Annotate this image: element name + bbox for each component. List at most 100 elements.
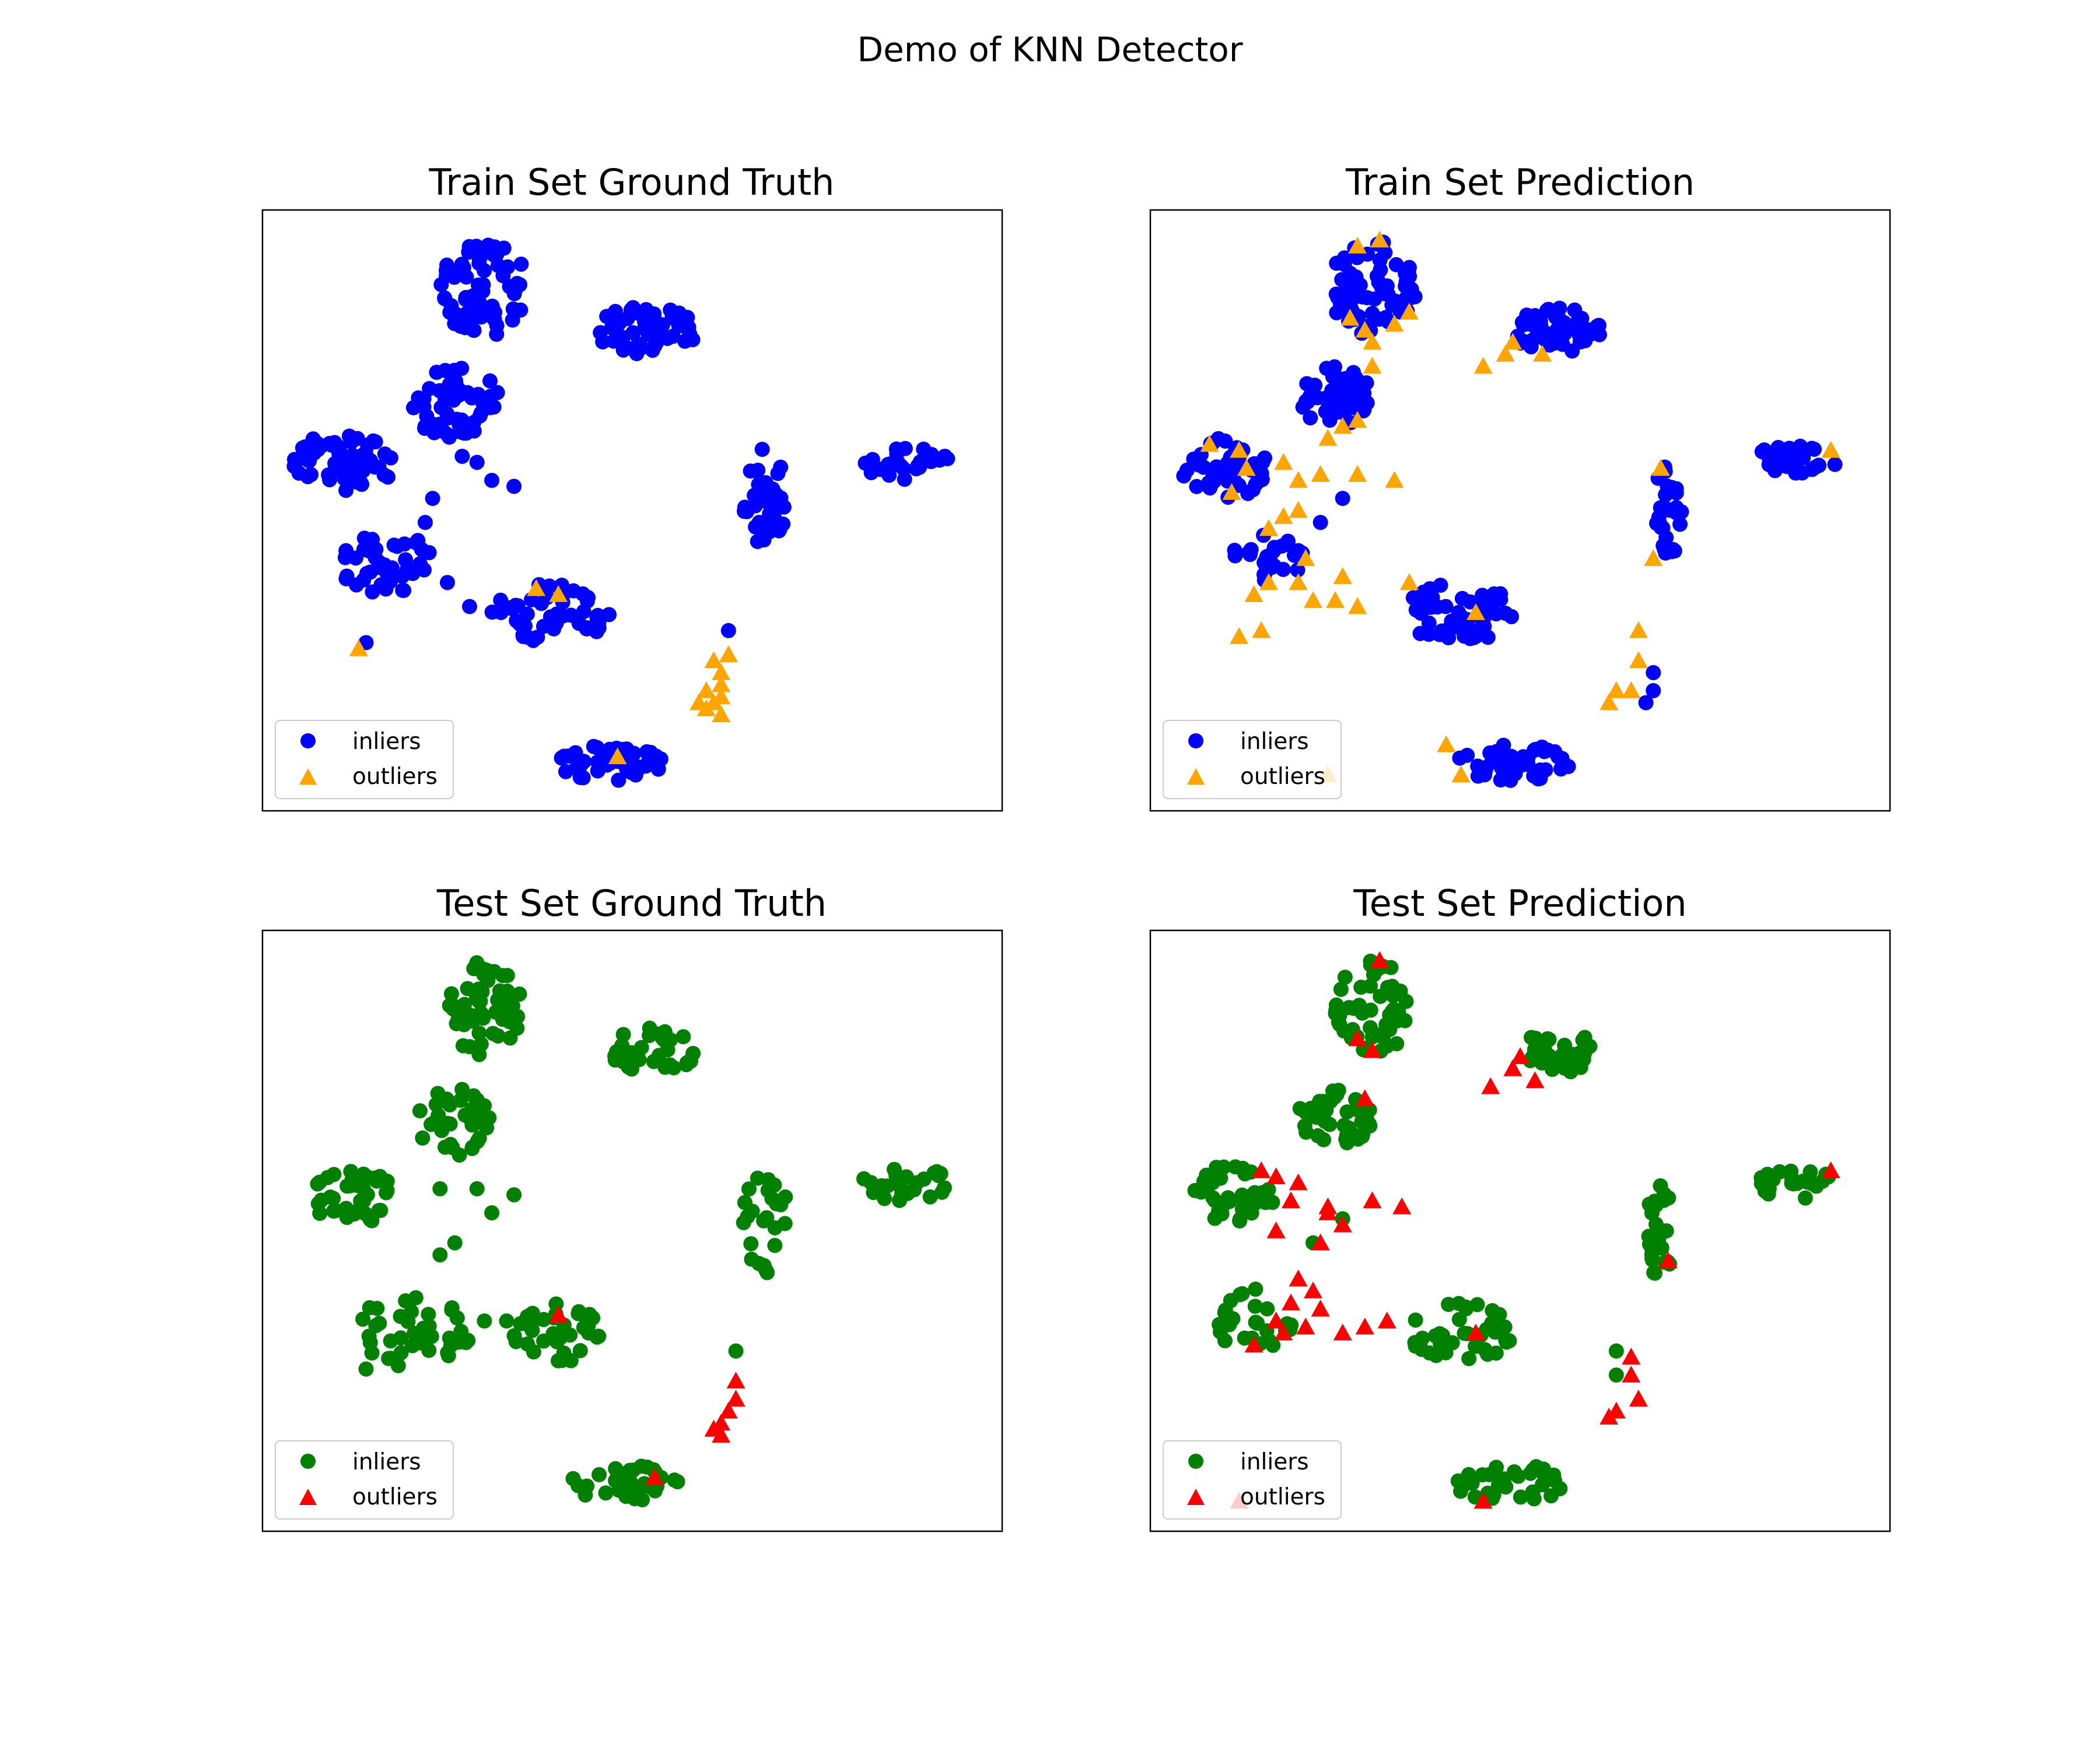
inlier-point xyxy=(379,1185,394,1200)
inlier-point xyxy=(453,1324,469,1339)
inlier-point xyxy=(466,961,482,977)
outlier-point xyxy=(1259,519,1278,536)
inlier-point xyxy=(565,1471,581,1486)
inlier-point xyxy=(1359,290,1375,306)
inlier-point xyxy=(341,428,357,444)
inlier-point xyxy=(536,1333,552,1349)
inlier-point xyxy=(1371,312,1387,327)
inlier-point xyxy=(344,1204,360,1220)
inlier-point xyxy=(1303,410,1318,426)
outlier-point xyxy=(1363,356,1382,374)
inlier-point xyxy=(458,290,474,306)
inlier-point xyxy=(1231,478,1247,494)
inlier-point xyxy=(369,1300,385,1316)
inlier-point xyxy=(452,263,468,279)
inlier-point xyxy=(592,1467,607,1483)
inlier-point xyxy=(608,1461,624,1476)
subplot-train-ground-truth: Train Set Ground Truth inliers outliers xyxy=(261,161,1003,812)
inlier-point xyxy=(416,399,432,415)
inlier-point xyxy=(390,1358,406,1374)
legend: inliers outliers xyxy=(1163,720,1342,799)
legend-label-inliers: inliers xyxy=(352,1449,421,1475)
inlier-point xyxy=(1298,1104,1314,1120)
inlier-point xyxy=(1674,504,1689,520)
inlier-point xyxy=(625,325,641,341)
inlier-point xyxy=(496,998,512,1013)
inlier-point xyxy=(1488,1460,1504,1475)
inlier-point xyxy=(1286,547,1302,563)
inlier-point xyxy=(1646,1233,1662,1249)
inlier-point xyxy=(460,385,475,401)
inlier-point xyxy=(1469,1297,1485,1312)
outlier-point xyxy=(1466,603,1485,620)
outlier-point xyxy=(1651,459,1670,476)
inlier-point xyxy=(1334,404,1350,420)
inlier-point xyxy=(1432,1326,1448,1342)
inlier-point xyxy=(670,1474,685,1490)
figure-title: Demo of KNN Detector xyxy=(857,30,1242,69)
inlier-point xyxy=(480,972,496,988)
inlier-point xyxy=(1532,1462,1548,1478)
inlier-point xyxy=(580,1325,596,1341)
outlier-point xyxy=(349,639,368,656)
inlier-point xyxy=(599,309,615,324)
inlier-point xyxy=(397,536,412,552)
outlier-point xyxy=(1311,1233,1330,1251)
outlier-point xyxy=(1821,1161,1840,1178)
inlier-point xyxy=(353,1194,369,1209)
inlier-point xyxy=(629,1490,645,1506)
inlier-point xyxy=(520,1312,536,1328)
inlier-point xyxy=(897,471,912,487)
inlier-point xyxy=(1460,747,1475,763)
inlier-point xyxy=(1525,332,1541,348)
inlier-point xyxy=(1562,1056,1578,1072)
legend-marker-outliers xyxy=(1187,1489,1205,1505)
inlier-point xyxy=(421,1342,437,1358)
inlier-point xyxy=(1274,538,1290,554)
inlier-point xyxy=(1336,1118,1352,1133)
outlier-point xyxy=(712,675,731,692)
inlier-point xyxy=(1564,343,1580,359)
inlier-point xyxy=(1422,1345,1437,1361)
outlier-point xyxy=(1296,549,1315,566)
inlier-point xyxy=(1786,450,1802,466)
inlier-point xyxy=(355,1311,371,1327)
outlier-point xyxy=(1318,429,1338,446)
inlier-point xyxy=(471,1046,487,1062)
inlier-point xyxy=(1329,1001,1345,1017)
inlier-point xyxy=(1247,1196,1263,1212)
outlier-point xyxy=(527,579,546,596)
inlier-point xyxy=(484,604,500,620)
inlier-point xyxy=(1532,313,1548,328)
inlier-point xyxy=(362,1335,378,1350)
legend-box xyxy=(275,720,454,799)
inlier-point xyxy=(629,346,645,362)
inlier-point xyxy=(506,478,522,494)
legend-label-outliers: outliers xyxy=(1240,764,1325,790)
subplot-title: Train Set Prediction xyxy=(1345,161,1695,204)
inlier-point xyxy=(393,1330,409,1346)
plot-area xyxy=(1187,951,1840,1509)
inlier-point xyxy=(432,416,447,432)
inlier-point xyxy=(499,968,515,984)
inlier-point xyxy=(1808,459,1824,475)
outlier-point xyxy=(1474,356,1493,374)
inlier-point xyxy=(463,309,479,324)
outlier-point xyxy=(549,585,568,602)
outlier-point xyxy=(1303,591,1322,608)
outlier-point xyxy=(1355,1089,1374,1107)
inlier-point xyxy=(743,463,758,479)
outlier-point xyxy=(1629,621,1648,638)
inlier-point xyxy=(321,472,337,488)
legend-label-outliers: outliers xyxy=(352,764,438,790)
inlier-point xyxy=(642,1020,657,1036)
outlier-point xyxy=(1622,681,1641,698)
inlier-point xyxy=(432,383,447,398)
inlier-point xyxy=(1461,1350,1477,1366)
inlier-point xyxy=(421,1307,436,1322)
inlier-point xyxy=(1352,277,1368,293)
inlier-point xyxy=(1337,970,1353,985)
inlier-point xyxy=(1660,540,1675,556)
inlier-point xyxy=(432,1181,448,1196)
inlier-point xyxy=(327,435,342,450)
